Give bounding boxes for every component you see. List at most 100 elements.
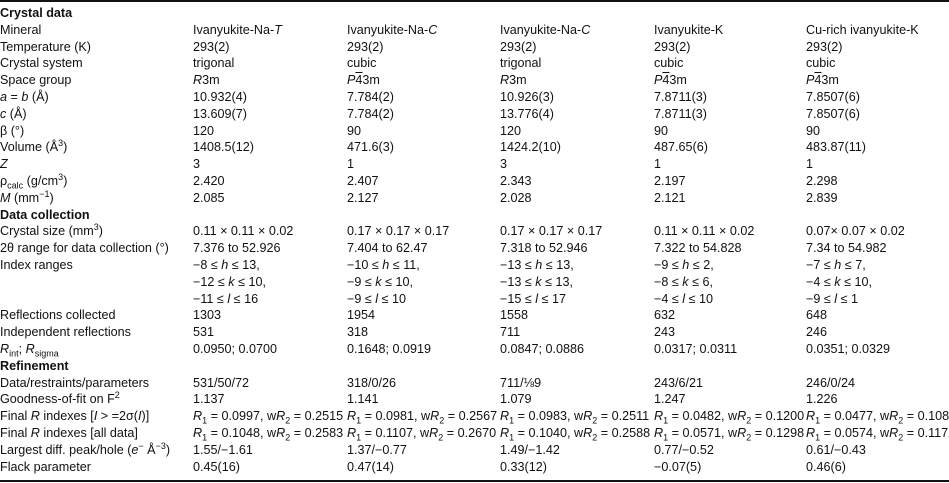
cell-line: −4 ≤ k ≤ 10, — [806, 274, 872, 289]
row-label: Independent reflections — [0, 325, 131, 340]
section-heading: Refinement — [0, 358, 69, 373]
table-cell: 7.784(2) — [347, 90, 394, 104]
table-cell: 1424.2(10) — [500, 140, 561, 155]
table-cell: 90 — [654, 123, 669, 138]
table-cell: 7.8711(3) — [654, 90, 707, 104]
cell-line: −7 ≤ h ≤ 7, — [806, 258, 866, 272]
table-cell: 7.8711(3) — [654, 106, 707, 121]
row-label: Mineral — [0, 22, 42, 37]
table-cell: 243/6/21 — [654, 375, 704, 390]
table-cell: −8 ≤ h ≤ 13, −12 ≤ k ≤ 10, −11 ≤ l ≤ 16 — [193, 257, 266, 307]
table-cell: Ivanyukite-Na-C — [347, 22, 438, 37]
table-cell: 1.49/−1.42 — [500, 442, 560, 457]
table-cell: cubic — [347, 56, 377, 71]
table-cell: 7.376 to 52.926 — [193, 241, 281, 256]
table-cell: 3 — [500, 157, 508, 172]
table-cell: 483.87(11) — [806, 140, 866, 155]
table-cell: −7 ≤ h ≤ 7, −4 ≤ k ≤ 10, −9 ≤ l ≤ 1 — [806, 257, 872, 307]
table-cell: P43m — [654, 73, 687, 88]
table-cell: 0.17 × 0.17 × 0.17 — [347, 224, 450, 239]
table-cell: −10 ≤ h ≤ 11, −9 ≤ k ≤ 10, −9 ≤ l ≤ 10 — [347, 257, 420, 307]
table-cell: 0.61/−0.43 — [806, 442, 866, 457]
row-label: Data/restraints/parameters — [0, 375, 150, 390]
table-cell: 7.318 to 52.946 — [500, 241, 588, 256]
table-row: Mineral Ivanyukite-Na-T Ivanyukite-Na-C Iva… — [0, 22, 949, 39]
table-cell: 0.47(14) — [347, 459, 394, 474]
cell-line: −8 ≤ k ≤ 6, — [654, 274, 713, 289]
cell-line: −9 ≤ k ≤ 10, — [347, 274, 413, 289]
table-cell: 246/0/24 — [806, 375, 856, 390]
table-cell: Ivanyukite-Na-T — [193, 22, 282, 37]
table-cell: 1.247 — [654, 392, 686, 407]
table-cell: cubic — [806, 56, 836, 71]
table-cell: 711 — [500, 325, 521, 340]
table-cell: 7.404 to 62.47 — [347, 241, 428, 256]
row-label: c (Å) — [0, 106, 27, 121]
table-cell: 10.932(4) — [193, 90, 247, 104]
table-row: Space group R3m P43m R3m P43m P43m — [0, 72, 949, 89]
table-cell: −0.07(5) — [654, 459, 702, 474]
table-cell: 1.37/−0.77 — [347, 442, 407, 457]
cell-line: −13 ≤ k ≤ 13, — [500, 274, 573, 289]
row-label: Rint; Rsigma — [0, 342, 59, 359]
table-cell: 0.0847; 0.0886 — [500, 342, 585, 356]
table-cell: 1 — [654, 157, 662, 172]
table-cell: 1.137 — [193, 392, 225, 407]
section-heading: Data collection — [0, 207, 90, 222]
cell-line: −9 ≤ h ≤ 2, — [654, 258, 714, 272]
table-cell: 1.079 — [500, 392, 532, 407]
cell-line: −9 ≤ l ≤ 10 — [347, 291, 407, 306]
table-cell: 2.085 — [193, 190, 225, 205]
table-cell: 1558 — [500, 308, 529, 323]
table-cell: 1 — [806, 157, 814, 172]
table-cell: 2.121 — [654, 190, 686, 205]
table-cell: 531/50/72 — [193, 375, 250, 390]
row-label: Reflections collected — [0, 308, 116, 323]
table-row: Index ranges −8 ≤ h ≤ 13, −12 ≤ k ≤ 10, −11… — [0, 257, 949, 306]
table-cell: 711/⅛9 — [500, 375, 542, 390]
table-cell: 1 — [347, 157, 355, 172]
table-row: c (Å) 13.609(7) 7.784(2) 13.776(4) 7.8711(3)… — [0, 106, 949, 123]
table-cell: 0.77/−0.52 — [654, 442, 714, 457]
table-cell: trigonal — [500, 56, 542, 71]
table-cell: Cu-rich ivanyukite-K — [806, 22, 919, 37]
table-cell: 7.784(2) — [347, 106, 394, 121]
cell-line: −8 ≤ h ≤ 13, — [193, 258, 260, 272]
table-cell: R1 = 0.0482, wR2 = 0.1200 — [654, 409, 805, 426]
table-cell: R1 = 0.1048, wR2 = 0.2583 — [193, 426, 344, 443]
row-label: a = b (Å) — [0, 90, 49, 104]
table-cell: 246 — [806, 325, 828, 340]
table-cell: P43m — [806, 73, 839, 88]
table-row: Flack parameter 0.45(16) 0.47(14) 0.33(12) −… — [0, 459, 949, 476]
table-cell: 7.8507(6) — [806, 90, 860, 104]
table-cell: 0.17 × 0.17 × 0.17 — [500, 224, 603, 239]
table-cell: 7.34 to 54.982 — [806, 241, 887, 256]
table-row: Final R indexes [all data] R1 = 0.1048, w… — [0, 425, 949, 442]
table-cell: 13.609(7) — [193, 106, 247, 121]
row-label: Goodness-of-fit on F2 — [0, 390, 120, 407]
section-heading: Crystal data — [0, 6, 73, 20]
table-cell: P43m — [347, 73, 380, 88]
table-cell: 2.343 — [500, 174, 532, 188]
table-row: Goodness-of-fit on F2 1.137 1.141 1.079 1.24… — [0, 391, 949, 408]
row-label: β (°) — [0, 123, 25, 138]
table-row: Temperature (K) 293(2) 293(2) 293(2) 293(2) 2… — [0, 39, 949, 56]
table-cell: −13 ≤ h ≤ 13, −13 ≤ k ≤ 13, −15 ≤ l ≤ 17 — [500, 257, 574, 307]
table-cell: 10.926(3) — [500, 90, 554, 104]
cell-line: −15 ≤ l ≤ 17 — [500, 291, 567, 306]
table-row: Reflections collected 1303 1954 1558 632 648 — [0, 307, 949, 324]
table-cell: 1.226 — [806, 392, 838, 407]
table-cell: R1 = 0.1040, wR2 = 0.2588 — [500, 426, 651, 443]
table-row: a = b (Å) 10.932(4) 7.784(2) 10.926(3) 7.871… — [0, 89, 949, 106]
table-cell: 318/0/26 — [347, 375, 397, 390]
table-cell: R1 = 0.1107, wR2 = 0.2670 — [347, 426, 497, 443]
table-cell: 2.839 — [806, 190, 838, 205]
table-cell: 1.55/−1.61 — [193, 442, 253, 457]
table-cell: 293(2) — [500, 39, 537, 54]
table-cell: 1408.5(12) — [193, 140, 254, 155]
top-rule — [0, 0, 949, 2]
table-cell: Ivanyukite-K — [654, 22, 724, 37]
table-cell: 0.45(16) — [193, 459, 240, 474]
row-label: Final R indexes [all data] — [0, 426, 138, 440]
